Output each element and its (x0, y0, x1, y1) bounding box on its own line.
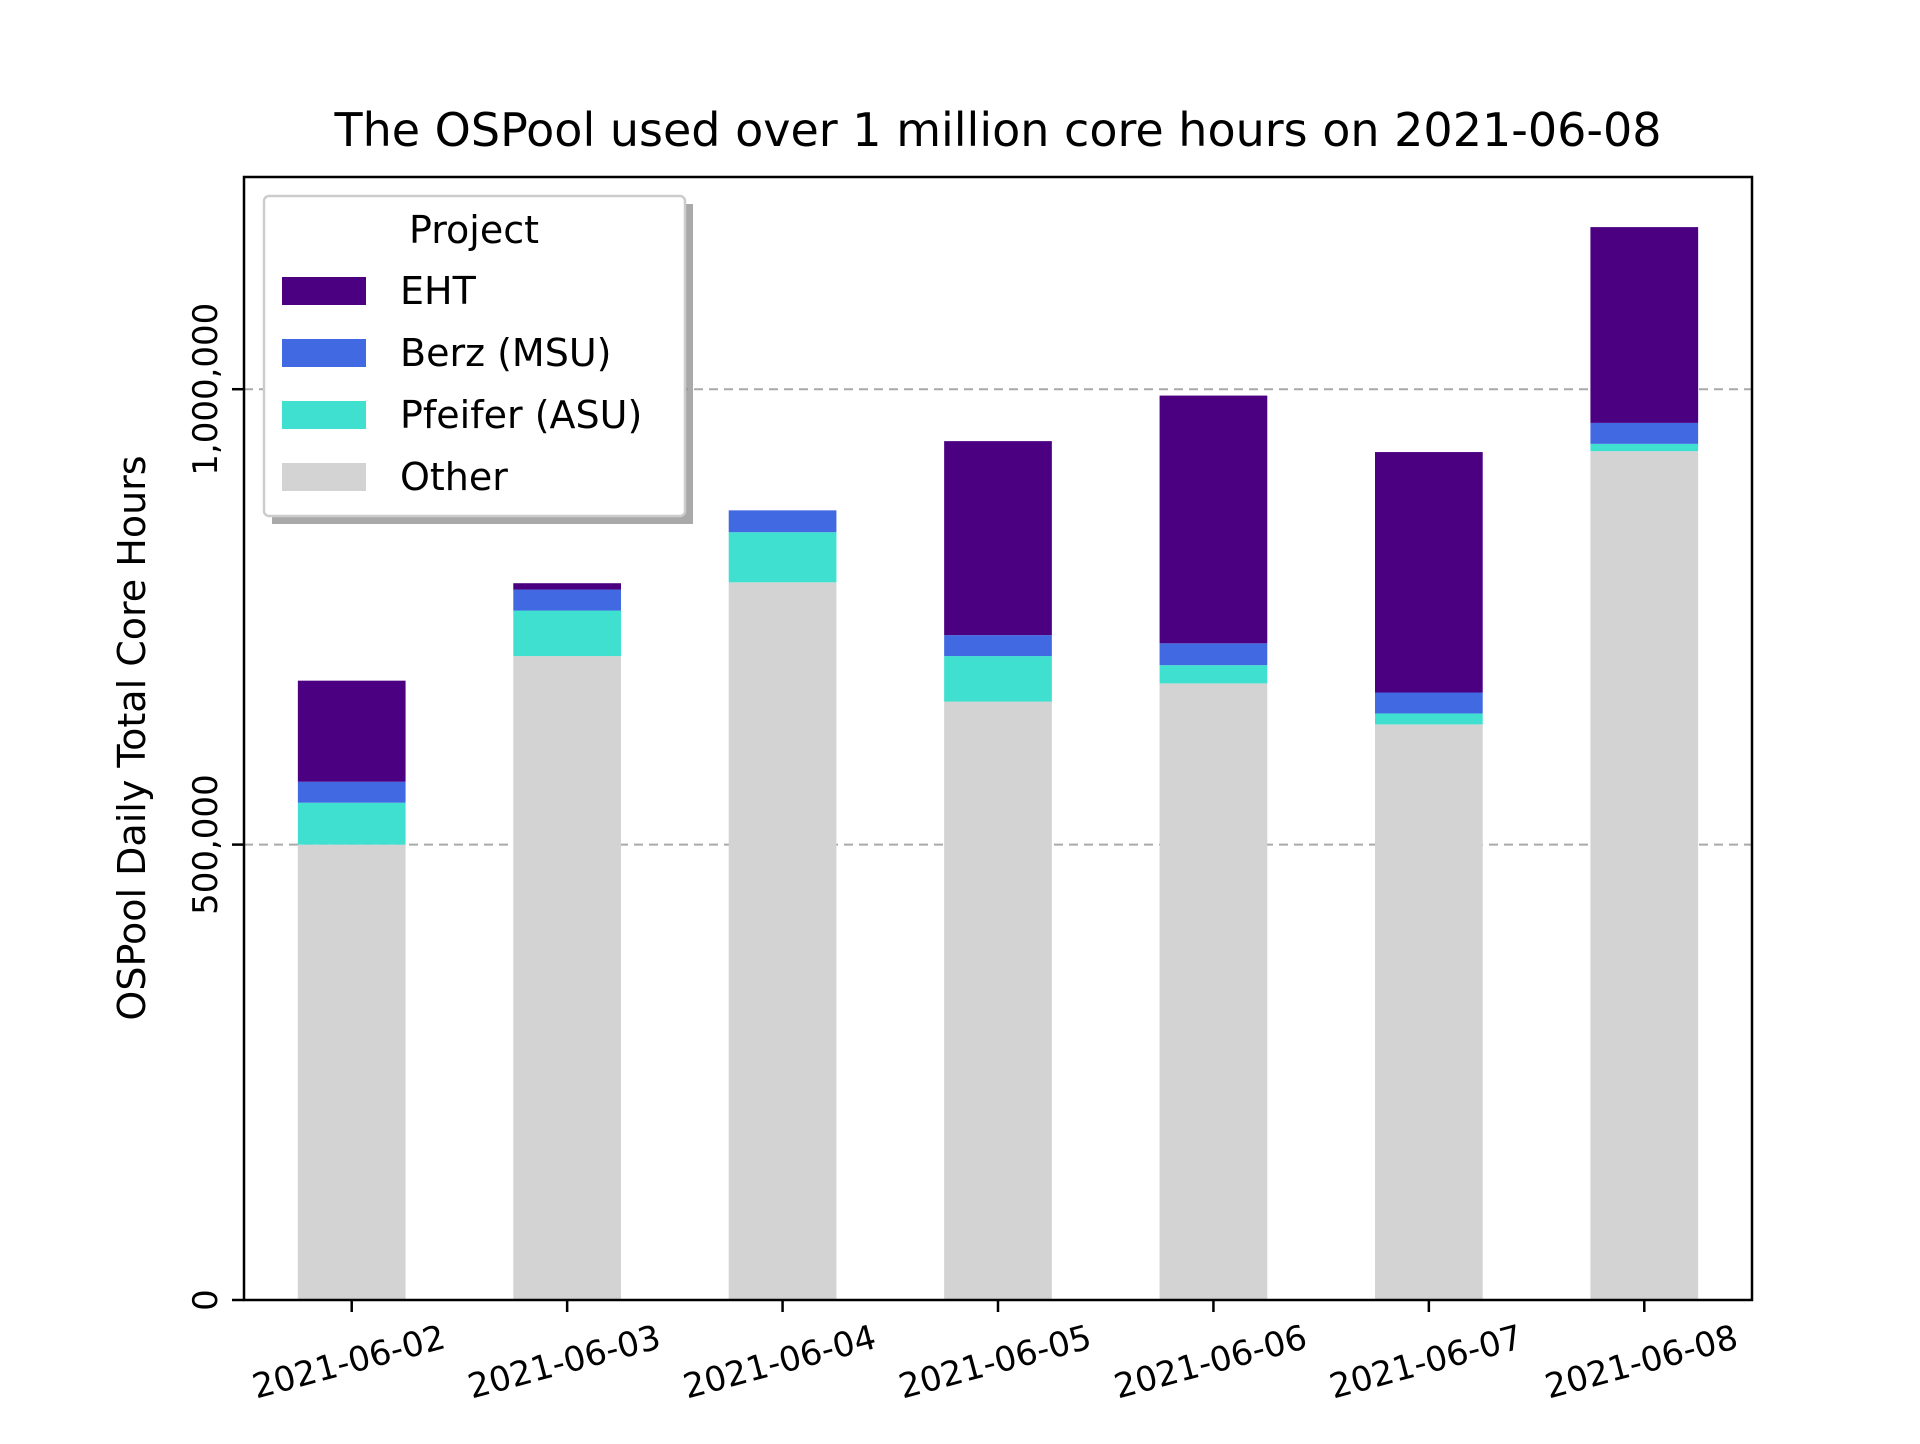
bar-eht-2021-06-07 (1375, 452, 1483, 693)
bars-layer (297, 227, 1699, 1300)
legend-label-pfeifer-asu: Pfeifer (ASU) (400, 393, 642, 437)
x-tick-label: 2021-06-06 (1110, 1317, 1311, 1407)
bar-other-2021-06-07 (1375, 724, 1483, 1300)
legend-swatch-berz-msu (282, 339, 366, 367)
legend-title: Project (409, 208, 539, 252)
bar-berz-msu-2021-06-02 (297, 781, 406, 803)
bar-eht-2021-06-05 (944, 441, 1052, 636)
bar-eht-2021-06-08 (1590, 227, 1699, 423)
x-tick-label: 2021-06-08 (1541, 1317, 1742, 1407)
bar-other-2021-06-02 (297, 844, 406, 1300)
bar-pfeifer-asu-2021-06-08 (1590, 443, 1699, 452)
bar-other-2021-06-06 (1159, 683, 1268, 1300)
x-tick-label: 2021-06-04 (679, 1317, 880, 1407)
legend-label-eht: EHT (400, 269, 477, 313)
legend-swatch-other (282, 463, 366, 491)
bar-other-2021-06-04 (728, 582, 837, 1300)
legend-swatch-eht (282, 277, 366, 305)
bar-eht-2021-06-02 (297, 680, 406, 782)
bar-pfeifer-asu-2021-06-04 (728, 532, 837, 583)
bar-pfeifer-asu-2021-06-02 (297, 802, 406, 845)
x-tick-label: 2021-06-07 (1325, 1317, 1526, 1407)
y-axis-label: OSPool Daily Total Core Hours (110, 455, 154, 1020)
bar-other-2021-06-05 (944, 701, 1052, 1300)
bar-berz-msu-2021-06-07 (1375, 692, 1483, 714)
bar-berz-msu-2021-06-04 (728, 510, 837, 533)
legend-box (262, 194, 687, 518)
bar-pfeifer-asu-2021-06-07 (1375, 713, 1483, 725)
y-tick-label: 0 (186, 1289, 226, 1311)
y-tick-label: 500,000 (186, 774, 226, 915)
x-tick-label: 2021-06-05 (895, 1317, 1096, 1407)
bar-pfeifer-asu-2021-06-05 (944, 656, 1052, 702)
legend: Project EHT Berz (MSU) Pfeifer (ASU) Other (262, 194, 693, 524)
bar-other-2021-06-08 (1590, 451, 1699, 1300)
y-tick-label: 1,000,000 (186, 303, 226, 476)
bar-pfeifer-asu-2021-06-06 (1159, 665, 1268, 684)
legend-swatch-pfeifer-asu (282, 401, 366, 429)
bar-berz-msu-2021-06-05 (944, 635, 1052, 657)
x-tick-label: 2021-06-03 (464, 1317, 665, 1407)
legend-label-berz-msu: Berz (MSU) (400, 331, 611, 375)
bar-berz-msu-2021-06-03 (513, 589, 621, 611)
bar-other-2021-06-03 (513, 656, 621, 1300)
bar-pfeifer-asu-2021-06-03 (513, 610, 621, 657)
bar-berz-msu-2021-06-06 (1159, 643, 1268, 666)
bar-eht-2021-06-03 (513, 583, 621, 590)
chart-title: The OSPool used over 1 million core hour… (333, 103, 1661, 157)
bar-berz-msu-2021-06-08 (1590, 422, 1699, 444)
x-tick-label: 2021-06-02 (248, 1317, 449, 1407)
legend-entries: EHT Berz (MSU) Pfeifer (ASU) Other (282, 269, 642, 499)
legend-label-other: Other (400, 455, 508, 499)
bar-eht-2021-06-06 (1159, 395, 1268, 644)
